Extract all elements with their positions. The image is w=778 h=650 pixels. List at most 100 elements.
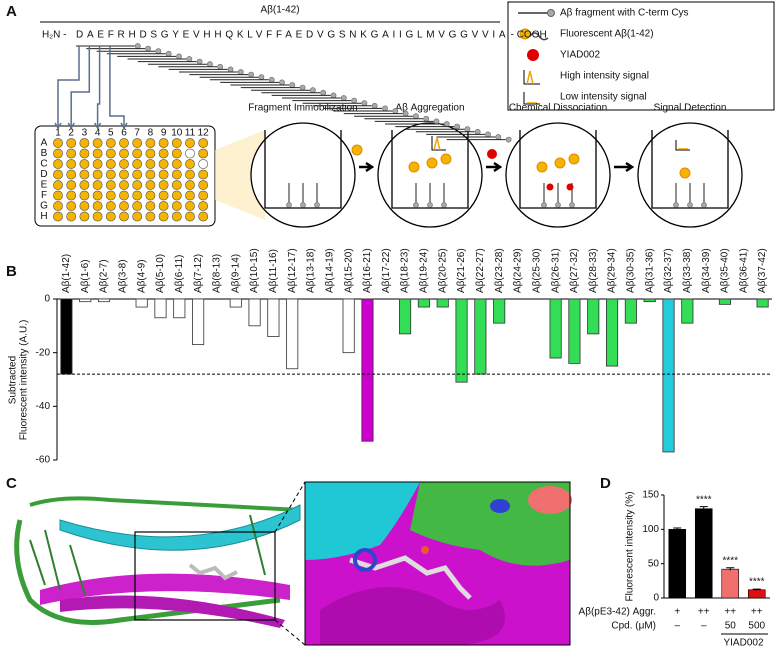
well xyxy=(198,190,209,201)
condition-value: + xyxy=(674,607,680,618)
well xyxy=(92,211,103,222)
x-tick-label: Aβ(26-31) xyxy=(550,248,561,293)
well xyxy=(145,180,156,190)
well xyxy=(198,169,209,180)
well xyxy=(158,138,169,148)
well xyxy=(171,148,182,159)
fragment-cys xyxy=(495,134,502,140)
fluor xyxy=(568,153,580,165)
arrow-head xyxy=(67,122,75,130)
well xyxy=(132,148,143,159)
well xyxy=(105,169,116,180)
significance: **** xyxy=(696,494,712,505)
bar xyxy=(192,298,205,346)
x-tick-label: Aβ(23-28) xyxy=(494,248,505,293)
cys xyxy=(300,202,306,208)
y-tick-label: 100 xyxy=(642,524,659,535)
well xyxy=(145,190,156,201)
well xyxy=(105,211,116,222)
signal-high xyxy=(431,136,446,151)
legend-label: YIAD002 xyxy=(560,50,600,61)
panel-label: A xyxy=(6,3,17,20)
bar xyxy=(756,298,769,308)
well xyxy=(92,190,103,201)
bar xyxy=(173,298,186,319)
x-tick-label: Aβ(21-26) xyxy=(456,248,467,293)
y-tick-label: -20 xyxy=(36,347,51,358)
well xyxy=(198,211,209,222)
x-tick-label: Aβ(22-27) xyxy=(475,248,486,293)
well xyxy=(53,211,63,222)
well xyxy=(79,190,90,201)
bar xyxy=(229,298,242,308)
panel-label: C xyxy=(6,475,17,492)
x-tick-label: Aβ(7-12) xyxy=(193,254,204,293)
fragment-cys xyxy=(237,69,244,75)
bar xyxy=(668,529,687,599)
plate-row: H xyxy=(40,211,47,222)
well xyxy=(119,148,129,159)
group-label: YIAD002 xyxy=(723,638,763,649)
x-tick-label: Aβ(20-25) xyxy=(437,248,448,293)
x-tick-label: Aβ(14-19) xyxy=(324,248,335,293)
fragment-cys xyxy=(289,82,296,88)
x-tick-label: Aβ(11-16) xyxy=(268,249,279,293)
y-axis-label: Fluorescent intensity (A.U.) xyxy=(19,320,30,441)
well xyxy=(132,180,143,190)
well xyxy=(92,148,103,159)
bar xyxy=(493,298,506,324)
well xyxy=(92,159,103,169)
assay-steps: Fragment Immobilization Aβ Aggregation Che… xyxy=(248,103,743,228)
well xyxy=(145,148,156,159)
well xyxy=(158,201,169,211)
x-tick-label: Aβ(10-15) xyxy=(249,248,260,293)
sequence-title: Aβ(1-42) xyxy=(260,5,299,16)
y-tick-label: 50 xyxy=(648,558,660,569)
bar xyxy=(694,508,713,599)
well xyxy=(145,159,156,169)
step-arrow xyxy=(359,161,375,173)
fragment-cys xyxy=(258,74,265,81)
fluor xyxy=(679,167,691,179)
plate-column: 2 xyxy=(68,128,74,139)
well xyxy=(53,138,63,148)
well xyxy=(158,159,169,169)
fragment-cys xyxy=(320,89,327,96)
fragment-cys xyxy=(485,131,491,138)
well xyxy=(79,148,90,159)
cys xyxy=(441,202,447,208)
fragment-cys xyxy=(227,66,234,73)
fragment-cys xyxy=(371,102,378,109)
y-tick-label: -60 xyxy=(36,455,51,466)
bar xyxy=(154,298,167,319)
bar xyxy=(681,298,694,324)
fragment-cys xyxy=(186,56,193,62)
well xyxy=(66,138,77,148)
well xyxy=(145,211,156,222)
bar xyxy=(455,298,468,383)
cys xyxy=(427,202,433,208)
fragment-cys xyxy=(402,110,409,117)
well xyxy=(198,201,209,211)
x-tick-label: Aβ(9-14) xyxy=(230,254,241,293)
bar xyxy=(606,298,619,367)
bar xyxy=(79,298,92,303)
condition-value: ++ xyxy=(698,607,710,618)
well xyxy=(158,180,169,190)
well xyxy=(119,201,129,211)
fluor xyxy=(351,144,363,156)
well xyxy=(79,169,90,180)
bar xyxy=(248,298,261,327)
well xyxy=(53,201,63,211)
step-circle xyxy=(505,122,611,228)
well xyxy=(132,211,143,222)
well xyxy=(53,148,63,159)
legend-label: Low intensity signal xyxy=(560,92,647,103)
legend-label: Fluorescent Aβ(1-42) xyxy=(560,29,654,40)
error-bar xyxy=(673,527,682,531)
plate-column: 3 xyxy=(82,128,88,139)
well-wall xyxy=(519,130,597,209)
legend-icons xyxy=(518,9,555,105)
plate-column: 10 xyxy=(171,128,183,139)
